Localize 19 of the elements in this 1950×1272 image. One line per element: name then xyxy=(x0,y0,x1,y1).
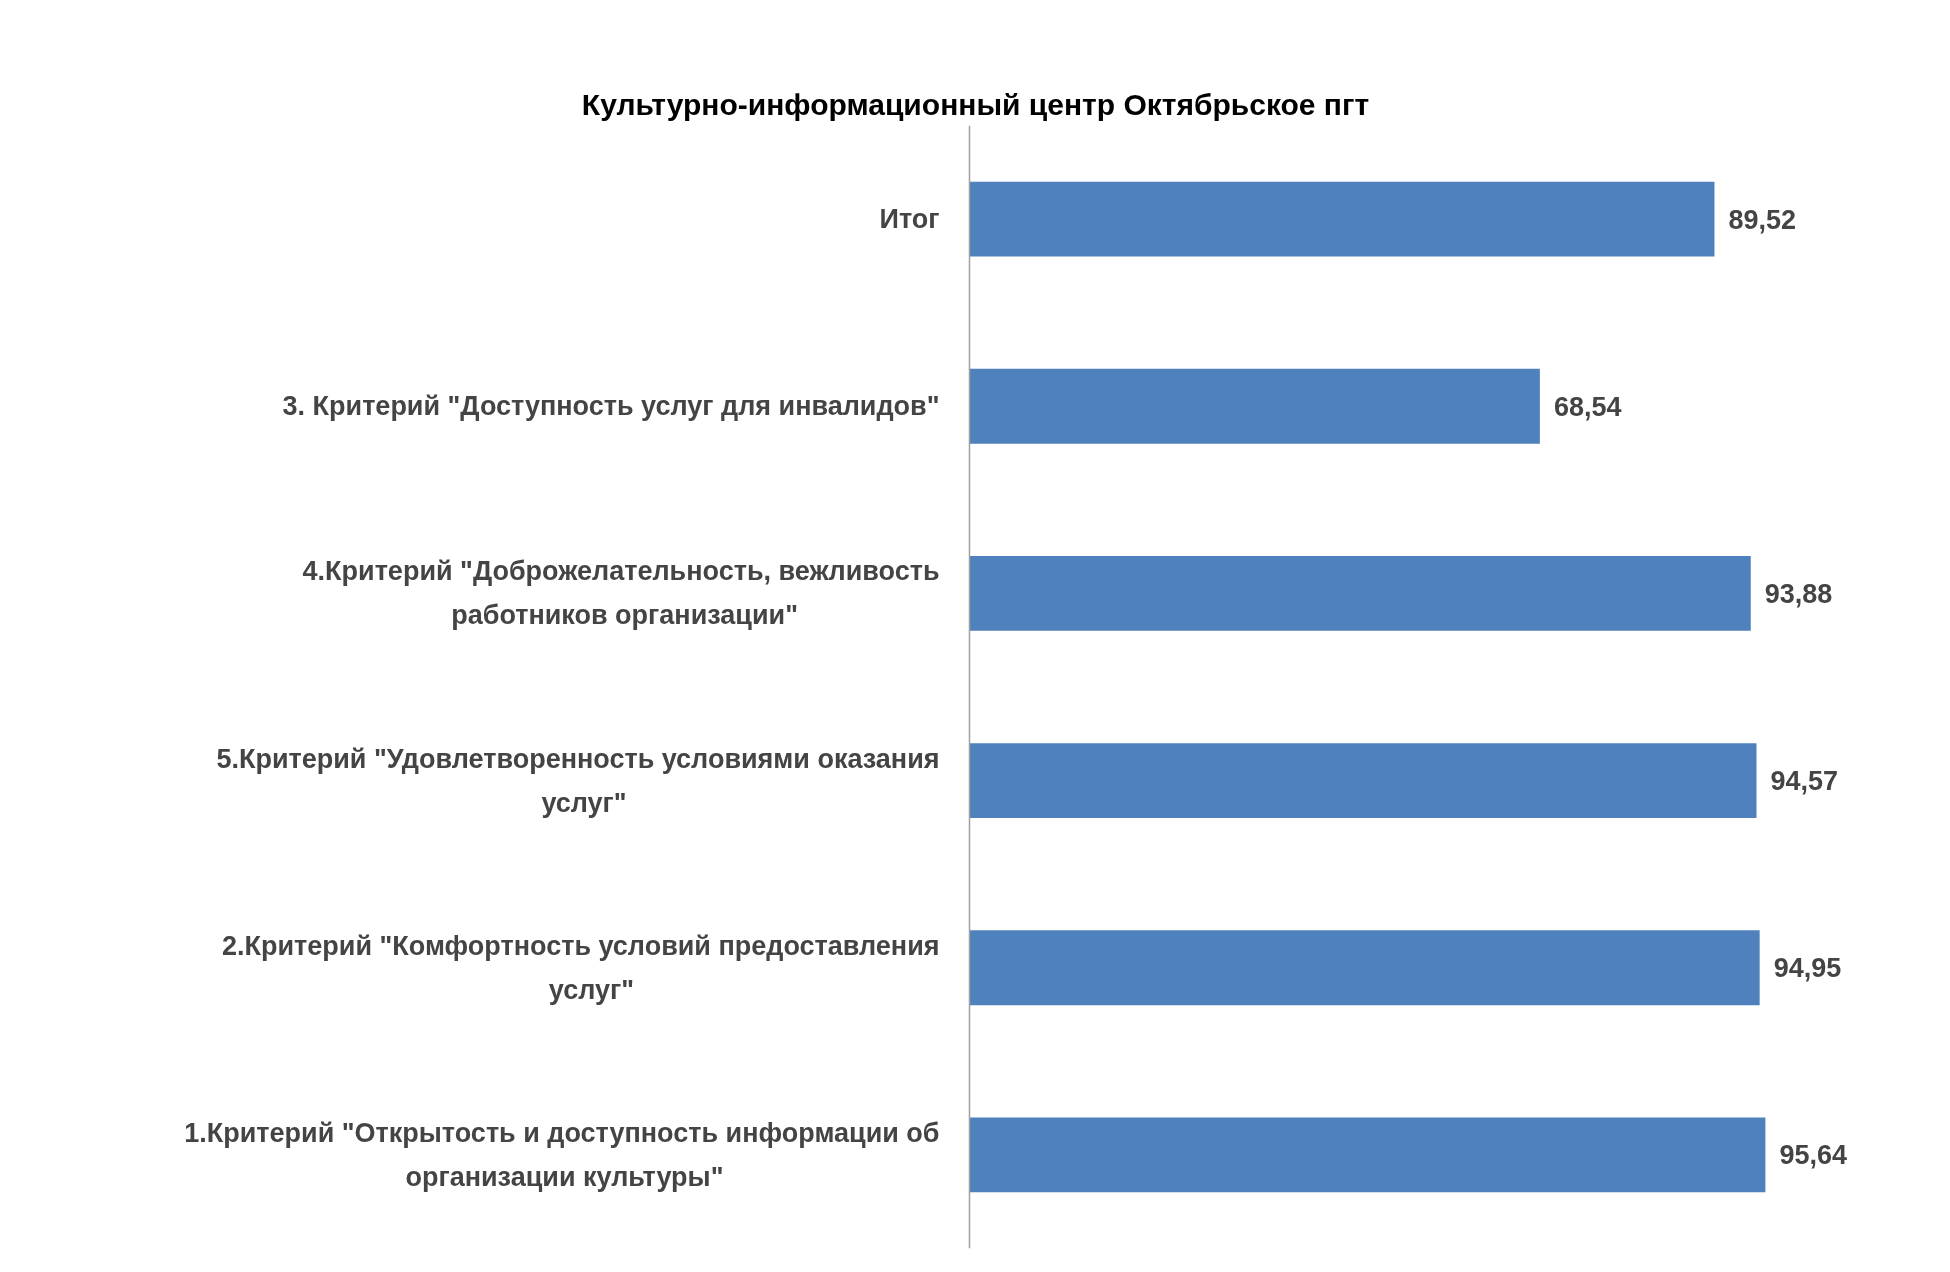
data-label: 93,88 xyxy=(1764,578,1833,609)
data-label: 94,95 xyxy=(1773,953,1842,984)
y-tick-label: 1.Критерий "Открытость и доступность информации об организации культуры" xyxy=(184,1117,940,1192)
data-label: 68,54 xyxy=(1553,391,1622,422)
bar xyxy=(969,930,1760,1006)
bar xyxy=(969,1117,1766,1193)
bar xyxy=(969,555,1751,631)
y-tick-label: 3. Критерий "Доступность услуг для инвалидов" xyxy=(282,391,940,422)
y-tick-label: Итог xyxy=(879,204,940,235)
data-label: 94,57 xyxy=(1770,766,1839,797)
y-tick-label: 4.Критерий "Доброжелательность, вежливость работников организации" xyxy=(302,556,940,631)
data-label: 95,64 xyxy=(1779,1140,1847,1171)
bar xyxy=(969,181,1715,257)
chart-title: Культурно-информационный центр Октябрьское пгт xyxy=(581,87,1370,121)
bar xyxy=(969,743,1757,819)
y-tick-label: 2.Критерий "Комфортность условий предоставления услуг" xyxy=(222,930,940,1005)
bar xyxy=(969,368,1540,444)
y-tick-label: 5.Критерий "Удовлетворенность условиями оказания услуг" xyxy=(216,743,940,818)
data-label: 89,52 xyxy=(1728,204,1797,235)
